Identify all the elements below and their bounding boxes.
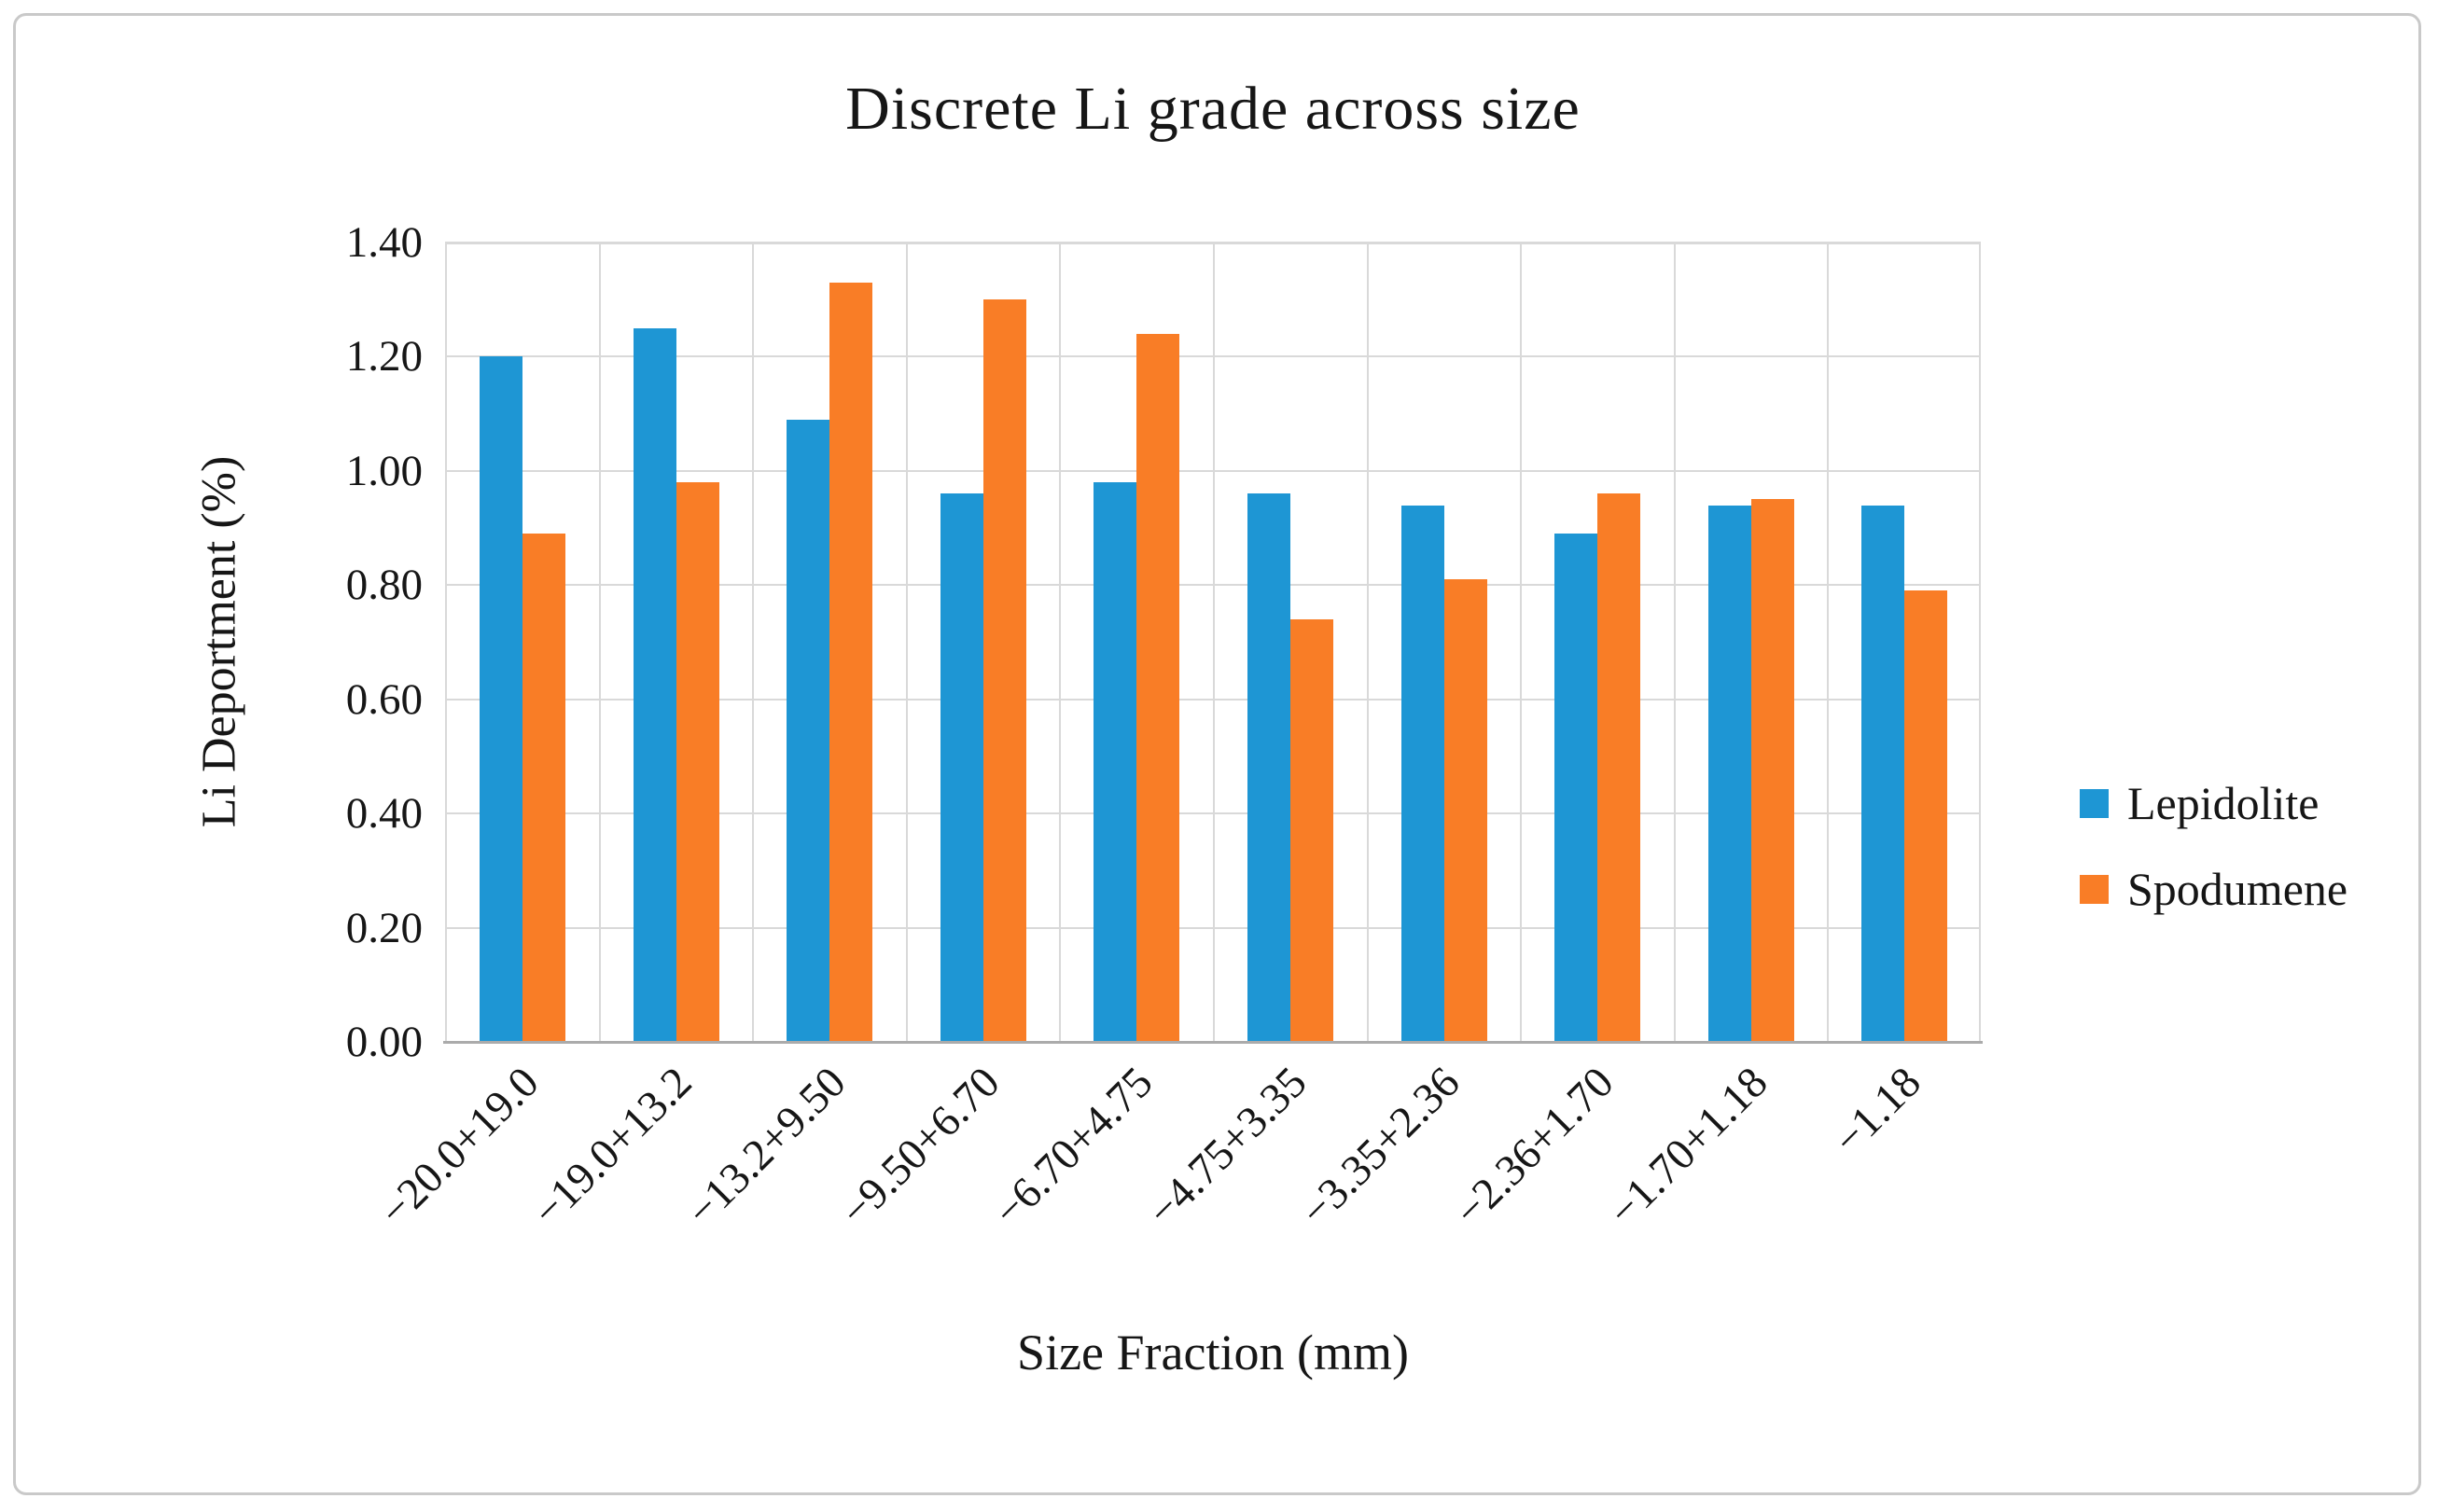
gridline-vertical <box>752 243 754 1042</box>
figure-frame: Discrete Li grade across size Li Deportm… <box>13 13 2421 1495</box>
bar-lepidolite <box>480 356 522 1042</box>
x-category-label: −19.0+13.2 <box>523 1058 702 1236</box>
y-tick-label: 1.20 <box>345 332 423 381</box>
x-category-label: −4.75+3.35 <box>1137 1058 1317 1236</box>
bar-lepidolite <box>1707 505 1751 1042</box>
bar-lepidolite <box>1861 505 1905 1042</box>
gridline-vertical <box>1520 243 1522 1042</box>
x-category-label: −13.2+9.50 <box>676 1058 856 1236</box>
gridline-vertical <box>599 243 601 1042</box>
bar-spodumene <box>829 282 873 1042</box>
legend-item-spodumene: Spodumene <box>2080 865 2347 913</box>
gridline-vertical <box>1213 243 1215 1042</box>
legend-label-lepidolite: Lepidolite <box>2127 777 2320 829</box>
x-category-label: −2.36+1.70 <box>1444 1058 1623 1236</box>
gridline-vertical <box>1979 243 1981 1042</box>
legend: Lepidolite Spodumene <box>2080 779 2347 950</box>
bar-spodumene <box>1750 499 1794 1042</box>
y-tick-label: 0.00 <box>345 1018 423 1066</box>
bar-spodumene <box>982 299 1026 1042</box>
y-tick-label: 1.40 <box>345 218 423 267</box>
x-category-label: −9.50+6.70 <box>830 1058 1010 1236</box>
bar-spodumene <box>1597 493 1641 1042</box>
y-tick-label: 0.60 <box>345 674 423 724</box>
x-axis-line <box>443 1041 1983 1044</box>
y-tick-label: 0.40 <box>345 789 423 839</box>
legend-swatch-lepidolite <box>2080 788 2109 818</box>
bar-spodumene <box>1136 333 1180 1042</box>
bar-lepidolite <box>1247 493 1290 1042</box>
legend-swatch-spodumene <box>2080 874 2109 904</box>
bar-spodumene <box>522 534 565 1042</box>
bar-lepidolite <box>1094 482 1137 1042</box>
gridline-vertical <box>1674 243 1676 1042</box>
gridline-horizontal <box>445 243 1981 244</box>
bar-spodumene <box>1290 619 1333 1042</box>
legend-label-spodumene: Spodumene <box>2127 863 2348 915</box>
gridline-vertical <box>906 243 908 1042</box>
y-axis-title: Li Deportment (%) <box>192 455 246 828</box>
x-category-label: −20.0+19.0 <box>369 1058 549 1236</box>
bar-spodumene <box>676 482 719 1042</box>
y-tick-label: 1.00 <box>345 446 423 495</box>
bar-lepidolite <box>633 327 676 1042</box>
bar-lepidolite <box>940 493 983 1042</box>
chart-title: Discrete Li grade across size <box>845 75 1581 143</box>
gridline-vertical <box>1827 243 1829 1042</box>
gridline-vertical <box>445 243 447 1042</box>
legend-item-lepidolite: Lepidolite <box>2080 779 2347 827</box>
plot-area <box>443 242 1983 1044</box>
gridline-vertical <box>1059 243 1061 1042</box>
x-axis-title: Size Fraction (mm) <box>1017 1325 1409 1380</box>
x-category-label: −1.18 <box>1824 1058 1930 1164</box>
y-tick-label: 0.80 <box>345 561 423 610</box>
x-category-label: −1.70+1.18 <box>1598 1058 1777 1236</box>
gridline-vertical <box>1367 243 1369 1042</box>
bar-lepidolite <box>1400 505 1444 1042</box>
bar-lepidolite <box>1554 534 1598 1042</box>
bar-spodumene <box>1443 579 1487 1042</box>
x-category-label: −3.35+2.36 <box>1291 1058 1470 1236</box>
x-category-label: −6.70+4.75 <box>984 1058 1163 1236</box>
bar-lepidolite <box>787 419 830 1042</box>
bar-spodumene <box>1904 590 1948 1042</box>
y-tick-label: 0.20 <box>345 903 423 952</box>
